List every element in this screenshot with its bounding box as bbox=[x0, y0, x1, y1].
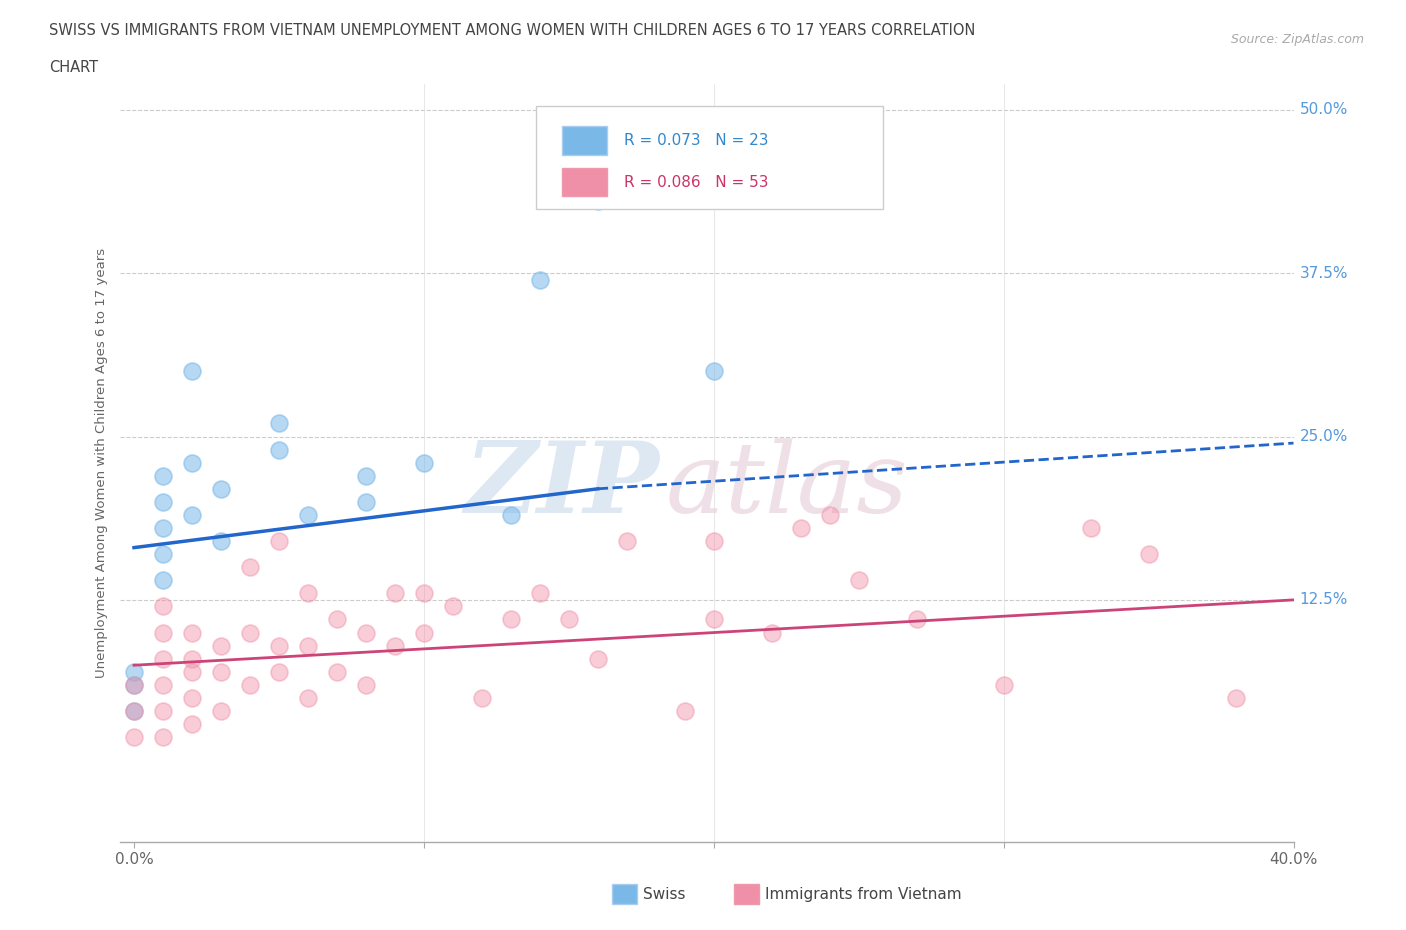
Point bbox=[354, 495, 377, 510]
Point bbox=[354, 677, 377, 692]
Point bbox=[209, 534, 232, 549]
Point bbox=[152, 521, 174, 536]
Point bbox=[326, 612, 349, 627]
Point bbox=[412, 586, 434, 601]
Text: Immigrants from Vietnam: Immigrants from Vietnam bbox=[765, 887, 962, 902]
Point bbox=[267, 638, 290, 653]
Point bbox=[354, 625, 377, 640]
FancyBboxPatch shape bbox=[562, 126, 607, 154]
Point bbox=[152, 677, 174, 692]
Point bbox=[297, 638, 319, 653]
Point bbox=[848, 573, 870, 588]
Point bbox=[152, 495, 174, 510]
Point bbox=[152, 703, 174, 718]
Point bbox=[122, 703, 145, 718]
Text: Swiss: Swiss bbox=[643, 887, 685, 902]
Point bbox=[529, 272, 551, 287]
Y-axis label: Unemployment Among Women with Children Ages 6 to 17 years: Unemployment Among Women with Children A… bbox=[96, 247, 108, 678]
Text: atlas: atlas bbox=[665, 438, 908, 533]
Point bbox=[181, 456, 204, 471]
Text: R = 0.086   N = 53: R = 0.086 N = 53 bbox=[624, 175, 769, 190]
Point bbox=[529, 586, 551, 601]
Point bbox=[152, 730, 174, 745]
Point bbox=[181, 508, 204, 523]
Point bbox=[1137, 547, 1160, 562]
Text: R = 0.073   N = 23: R = 0.073 N = 23 bbox=[624, 133, 769, 148]
Point bbox=[499, 612, 522, 627]
Point bbox=[1080, 521, 1102, 536]
Point bbox=[412, 625, 434, 640]
Point bbox=[152, 547, 174, 562]
Point bbox=[790, 521, 813, 536]
Point bbox=[354, 469, 377, 484]
Point bbox=[297, 586, 319, 601]
Point bbox=[761, 625, 783, 640]
Point bbox=[181, 664, 204, 679]
Point bbox=[441, 599, 464, 614]
Point bbox=[586, 651, 609, 666]
Point bbox=[471, 690, 494, 705]
Point bbox=[703, 534, 725, 549]
Point bbox=[384, 586, 406, 601]
Point bbox=[181, 717, 204, 732]
Point bbox=[267, 442, 290, 457]
Point bbox=[209, 638, 232, 653]
Point bbox=[152, 599, 174, 614]
Point bbox=[181, 651, 204, 666]
Point bbox=[818, 508, 841, 523]
FancyBboxPatch shape bbox=[562, 167, 607, 196]
Point bbox=[181, 690, 204, 705]
Point bbox=[267, 416, 290, 431]
Text: 37.5%: 37.5% bbox=[1299, 266, 1348, 281]
Point bbox=[499, 508, 522, 523]
Point bbox=[267, 534, 290, 549]
Point bbox=[239, 625, 262, 640]
Point bbox=[152, 651, 174, 666]
Text: ZIP: ZIP bbox=[464, 437, 659, 534]
Point bbox=[152, 469, 174, 484]
Point bbox=[239, 677, 262, 692]
Text: Source: ZipAtlas.com: Source: ZipAtlas.com bbox=[1230, 33, 1364, 46]
FancyBboxPatch shape bbox=[536, 106, 883, 208]
Point bbox=[703, 364, 725, 379]
Text: 50.0%: 50.0% bbox=[1299, 102, 1348, 117]
Point bbox=[152, 625, 174, 640]
Point bbox=[905, 612, 928, 627]
Point bbox=[122, 677, 145, 692]
Point bbox=[703, 612, 725, 627]
Point bbox=[122, 703, 145, 718]
Point bbox=[152, 573, 174, 588]
Point bbox=[297, 690, 319, 705]
Point bbox=[209, 664, 232, 679]
Point bbox=[326, 664, 349, 679]
Point bbox=[384, 638, 406, 653]
Point bbox=[122, 677, 145, 692]
Point bbox=[122, 730, 145, 745]
Point bbox=[616, 534, 638, 549]
Point bbox=[267, 664, 290, 679]
Point bbox=[122, 664, 145, 679]
Text: 12.5%: 12.5% bbox=[1299, 592, 1348, 607]
Point bbox=[673, 703, 696, 718]
Point bbox=[209, 703, 232, 718]
Point bbox=[209, 482, 232, 497]
Point bbox=[239, 560, 262, 575]
Point bbox=[412, 456, 434, 471]
Point bbox=[586, 193, 609, 208]
Point bbox=[558, 612, 581, 627]
Point bbox=[181, 625, 204, 640]
Text: 25.0%: 25.0% bbox=[1299, 429, 1348, 444]
Point bbox=[993, 677, 1015, 692]
Point bbox=[1225, 690, 1247, 705]
Point bbox=[181, 364, 204, 379]
Text: CHART: CHART bbox=[49, 60, 98, 75]
Point bbox=[297, 508, 319, 523]
Text: SWISS VS IMMIGRANTS FROM VIETNAM UNEMPLOYMENT AMONG WOMEN WITH CHILDREN AGES 6 T: SWISS VS IMMIGRANTS FROM VIETNAM UNEMPLO… bbox=[49, 23, 976, 38]
